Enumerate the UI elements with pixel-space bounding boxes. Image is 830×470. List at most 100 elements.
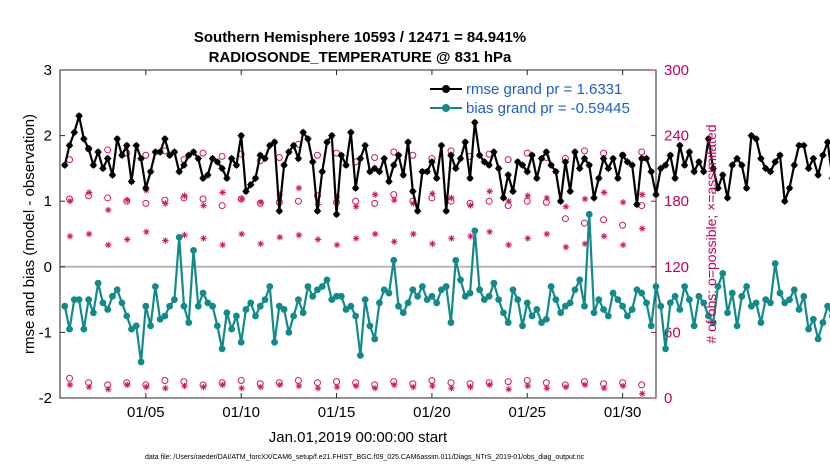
bias-point — [380, 286, 388, 294]
bias-point — [347, 302, 355, 310]
rmse-point — [304, 135, 312, 143]
rmse-point — [533, 174, 541, 182]
bias-point — [619, 302, 627, 310]
rmse-point — [442, 207, 450, 215]
bias-point — [800, 292, 808, 300]
bias-point — [495, 296, 503, 303]
bias-point — [767, 299, 774, 307]
bias-point — [743, 283, 750, 290]
bias-point — [295, 296, 302, 303]
bias-point — [638, 289, 646, 297]
rmse-point — [576, 164, 584, 172]
possible-obs-marker — [371, 153, 379, 161]
bias-point — [805, 325, 812, 333]
rmse-point — [65, 141, 74, 150]
rmse-point — [99, 164, 107, 172]
assimilated-obs-marker — [85, 189, 93, 196]
bias-point — [442, 283, 450, 290]
bias-point — [75, 296, 83, 303]
rmse-point — [804, 164, 813, 172]
assimilated-obs-marker — [314, 236, 322, 243]
rmse-point — [270, 138, 279, 146]
possible-obs-marker — [104, 146, 112, 154]
possible-obs-marker — [199, 195, 207, 203]
rmse-point — [366, 168, 374, 176]
rmse-point — [337, 151, 345, 159]
bias-point — [247, 299, 255, 307]
rmse-point — [542, 148, 550, 156]
rmse-point — [261, 154, 269, 163]
rmse-point — [447, 151, 455, 159]
rmse-point — [552, 168, 560, 176]
y-tick-label: -2 — [39, 390, 52, 407]
possible-obs-marker — [237, 377, 245, 385]
rmse-point — [619, 151, 627, 159]
rmse-point — [790, 161, 798, 169]
bias-point — [647, 322, 655, 330]
assimilated-obs-marker — [143, 383, 150, 391]
assimilated-obs-marker — [371, 230, 379, 238]
bias-point — [199, 289, 207, 297]
x-tick-label: 01/25 — [508, 404, 546, 421]
possible-obs-marker — [218, 202, 226, 210]
legend-rmse-label: rmse grand pr = 1.6331 — [466, 81, 622, 98]
possible-obs-marker — [161, 377, 169, 385]
rmse-point — [509, 187, 517, 195]
assimilated-obs-marker — [276, 381, 284, 389]
possible-obs-marker — [199, 149, 207, 157]
rmse-point — [61, 161, 69, 169]
rmse-point — [557, 197, 565, 205]
y-tick-label: -1 — [39, 324, 52, 341]
assimilated-obs-marker — [619, 382, 627, 390]
bias-point — [504, 319, 512, 326]
assimilated-obs-marker — [143, 228, 150, 236]
bias-point — [733, 322, 741, 330]
rmse-point — [437, 141, 446, 150]
rmse-point — [80, 135, 88, 143]
bias-point — [223, 309, 231, 317]
assimilated-obs-marker — [448, 384, 455, 392]
bias-point — [676, 306, 684, 313]
possible-obs-marker — [504, 156, 512, 164]
rmse-point — [332, 210, 341, 218]
rmse-point — [595, 174, 603, 182]
rmse-point — [752, 135, 760, 143]
rmse-point — [318, 168, 326, 176]
bias-point — [399, 309, 407, 317]
rmse-point — [723, 194, 732, 202]
y-tick-label: 2 — [44, 128, 52, 145]
rmse-point — [414, 207, 422, 215]
rmse-point — [623, 158, 631, 166]
assimilated-obs-marker — [219, 189, 226, 196]
rmse-point — [728, 161, 736, 169]
rmse-point — [213, 158, 221, 166]
assimilated-obs-marker — [391, 238, 398, 245]
bias-point — [194, 302, 202, 310]
rmse-point — [423, 168, 431, 176]
assimilated-obs-marker — [200, 202, 207, 209]
bias-point — [562, 302, 569, 310]
y-axis-label: rmse and bias (model - observation) — [21, 114, 38, 354]
rmse-point — [633, 200, 641, 209]
chart-subtitle: RADIOSONDE_TEMPERATURE @ 831 hPa — [209, 49, 512, 66]
bias-point — [151, 283, 159, 290]
rmse-point — [199, 174, 207, 182]
assimilated-obs-marker — [104, 241, 112, 249]
x-axis-label: Jan.01,2019 00:00:00 start — [269, 429, 448, 446]
bias-point — [628, 306, 636, 313]
assimilated-obs-marker — [162, 200, 169, 207]
bias-point — [147, 322, 154, 330]
bias-point — [819, 319, 827, 326]
x-tick-label: 01/10 — [222, 404, 260, 421]
assimilated-obs-marker — [619, 199, 627, 206]
rmse-point — [666, 151, 674, 159]
assimilated-obs-marker — [467, 202, 474, 209]
bias-point — [457, 276, 464, 284]
rmse-point — [409, 187, 417, 195]
bias-point — [671, 292, 679, 300]
bias-point — [690, 322, 698, 330]
rmse-point — [514, 158, 522, 166]
rmse-point — [380, 154, 388, 163]
rmse-point — [356, 154, 364, 163]
bias-point — [418, 283, 426, 290]
